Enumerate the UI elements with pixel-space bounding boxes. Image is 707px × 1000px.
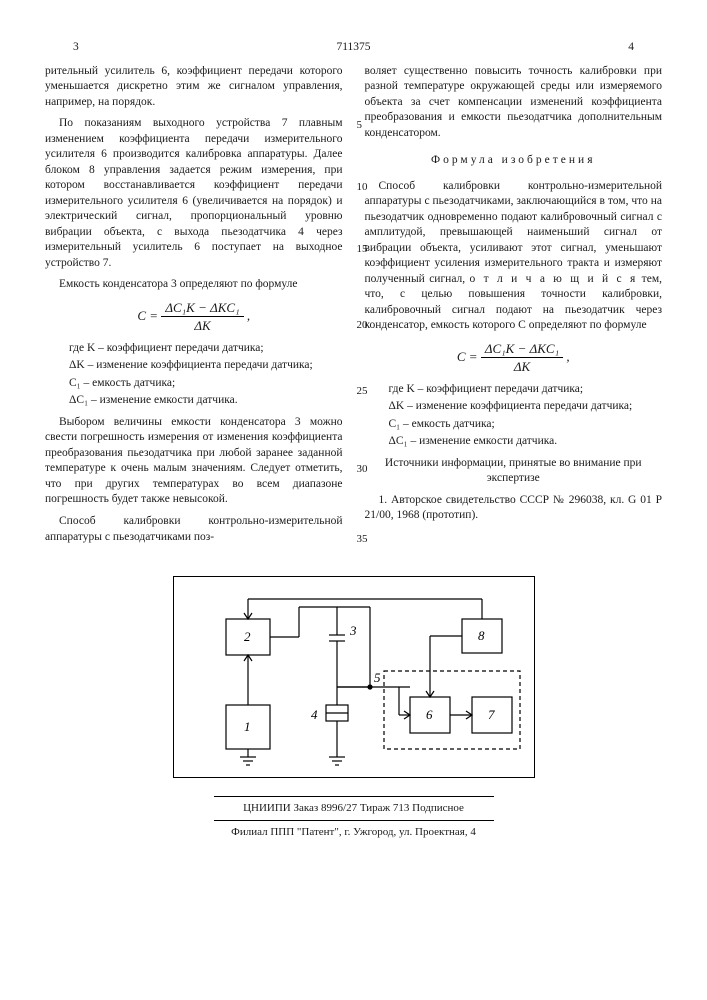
document-number: 711375 [336,40,370,56]
svg-text:8: 8 [478,628,485,643]
diagram-svg: 1 2 3 4 5 6 7 8 [174,577,534,777]
footer-rule [214,820,494,821]
svg-text:1: 1 [244,719,251,734]
footer-rule [214,796,494,797]
footer-line1: ЦНИИПИ Заказ 8996/27 Тираж 713 Подписное [45,801,662,816]
para: Способ калибровки контрольно-измерительн… [365,179,663,334]
para: Емкость конденсатора 3 определяют по фор… [45,277,343,293]
para: По показаниям выходного устройства 7 пла… [45,116,343,271]
svg-text:5: 5 [374,670,381,685]
section-title: Формула изобретения [365,153,663,169]
right-column: воляет существенно повысить точность кал… [365,64,663,552]
sources-title: Источники информации, принятые во вниман… [365,456,663,487]
para: рительный усилитель 6, коэффициент перед… [45,64,343,111]
block-diagram: 1 2 3 4 5 6 7 8 [173,576,535,778]
para: Способ калибровки контрольно-измерительн… [45,514,343,545]
para: воляет существенно повысить точность кал… [365,64,663,142]
text-columns: рительный усилитель 6, коэффициент перед… [45,64,662,552]
svg-text:2: 2 [244,629,251,644]
page-header: 3 711375 4 [45,40,662,56]
formula: C = ΔC₁K − ΔKC₁ ΔK , [45,299,343,335]
footer-line2: Филиал ППП "Патент", г. Ужгород, ул. Про… [45,825,662,840]
left-column: рительный усилитель 6, коэффициент перед… [45,64,343,552]
where-list: где K – коэффициент передачи датчика; ΔK… [51,341,343,409]
footer: ЦНИИПИ Заказ 8996/27 Тираж 713 Подписное… [45,796,662,840]
para: Выбором величины емкости конденсатора 3 … [45,415,343,508]
right-page-num: 4 [628,40,634,56]
svg-text:4: 4 [311,707,318,722]
source-item: 1. Авторское свидетельство СССР № 296038… [365,493,663,524]
svg-text:7: 7 [488,707,495,722]
where-list: где K – коэффициент передачи датчика; ΔK… [371,382,663,450]
left-page-num: 3 [73,40,79,56]
svg-text:3: 3 [349,623,357,638]
formula: C = ΔC₁K − ΔKC₁ ΔK , [365,340,663,376]
svg-text:6: 6 [426,707,433,722]
